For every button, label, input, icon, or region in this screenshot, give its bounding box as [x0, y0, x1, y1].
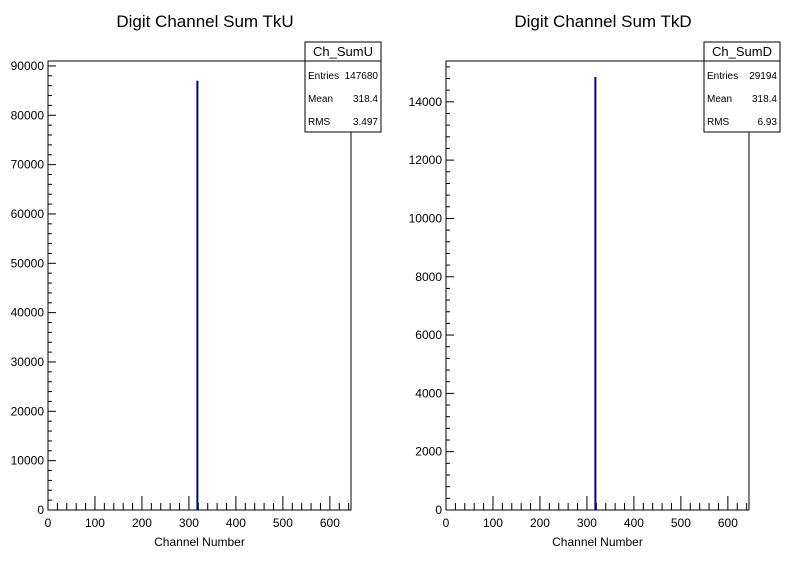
x-tick-label: 100 — [85, 516, 105, 530]
y-tick-label: 4000 — [415, 386, 442, 400]
stats-box-name: Ch_SumU — [313, 44, 373, 59]
y-tick-label: 20000 — [11, 404, 45, 418]
y-tick-label: 0 — [37, 503, 44, 517]
stats-row-label: Entries — [707, 71, 738, 82]
stats-row-value: 318.4 — [353, 94, 378, 105]
x-tick-label: 500 — [273, 516, 293, 530]
y-tick-label: 8000 — [415, 270, 442, 284]
stats-box-frame — [304, 41, 382, 133]
x-tick-label: 0 — [443, 516, 450, 530]
x-tick-label: 100 — [483, 516, 503, 530]
chart-title: Digit Channel Sum TkU — [116, 12, 293, 31]
stats-row-label: RMS — [308, 117, 331, 128]
y-tick-label: 2000 — [415, 445, 442, 459]
x-tick-label: 300 — [577, 516, 597, 530]
stats-row-value: 3.497 — [353, 117, 378, 128]
chart-panel-2: Digit Channel Sum TkD0200040006000800010… — [409, 12, 781, 549]
y-tick-label: 30000 — [11, 355, 45, 369]
stats-row-label: Entries — [308, 71, 339, 82]
x-tick-label: 400 — [624, 516, 644, 530]
y-tick-label: 40000 — [11, 306, 45, 320]
stats-box-name: Ch_SumD — [712, 44, 772, 59]
plot-frame — [445, 60, 750, 511]
stats-box-frame — [703, 41, 781, 133]
x-tick-label: 200 — [530, 516, 550, 530]
y-tick-label: 60000 — [11, 207, 45, 221]
x-tick-label: 400 — [226, 516, 246, 530]
y-tick-label: 12000 — [409, 153, 443, 167]
y-tick-label: 80000 — [11, 108, 45, 122]
x-tick-label: 600 — [718, 516, 738, 530]
y-tick-label: 90000 — [11, 59, 45, 73]
stats-box: Ch_SumD Entries 29194 Mean 318.4 RMS 6.93 — [703, 41, 781, 133]
x-axis-label: Channel Number — [154, 535, 245, 549]
x-tick-label: 0 — [45, 516, 52, 530]
stats-row-label: RMS — [707, 117, 730, 128]
stats-row-label: Mean — [308, 94, 333, 105]
x-tick-label: 600 — [320, 516, 340, 530]
y-tick-label: 0 — [435, 503, 442, 517]
y-tick-label: 50000 — [11, 256, 45, 270]
stats-box: Ch_SumU Entries 147680 Mean 318.4 RMS 3.497 — [304, 41, 382, 133]
chart-panel-1: Digit Channel Sum TkU 0 10000 20000 30000 400… — [11, 12, 382, 549]
stats-row-label: Mean — [707, 94, 732, 105]
y-tick-label: 10000 — [409, 211, 443, 225]
y-tick-label: 6000 — [415, 328, 442, 342]
chart-title: Digit Channel Sum TkD — [514, 12, 691, 31]
x-axis-label: Channel Number — [552, 535, 643, 549]
stats-row-value: 29194 — [749, 71, 777, 82]
stats-row-value: 318.4 — [752, 94, 777, 105]
y-tick-label: 14000 — [409, 95, 443, 109]
x-tick-label: 500 — [671, 516, 691, 530]
stats-row-value: 6.93 — [758, 117, 778, 128]
y-tick-label: 10000 — [11, 454, 45, 468]
plot-frame — [47, 60, 352, 511]
x-tick-label: 300 — [179, 516, 199, 530]
stats-row-value: 147680 — [345, 71, 379, 82]
y-tick-label: 70000 — [11, 158, 45, 172]
x-tick-label: 200 — [132, 516, 152, 530]
